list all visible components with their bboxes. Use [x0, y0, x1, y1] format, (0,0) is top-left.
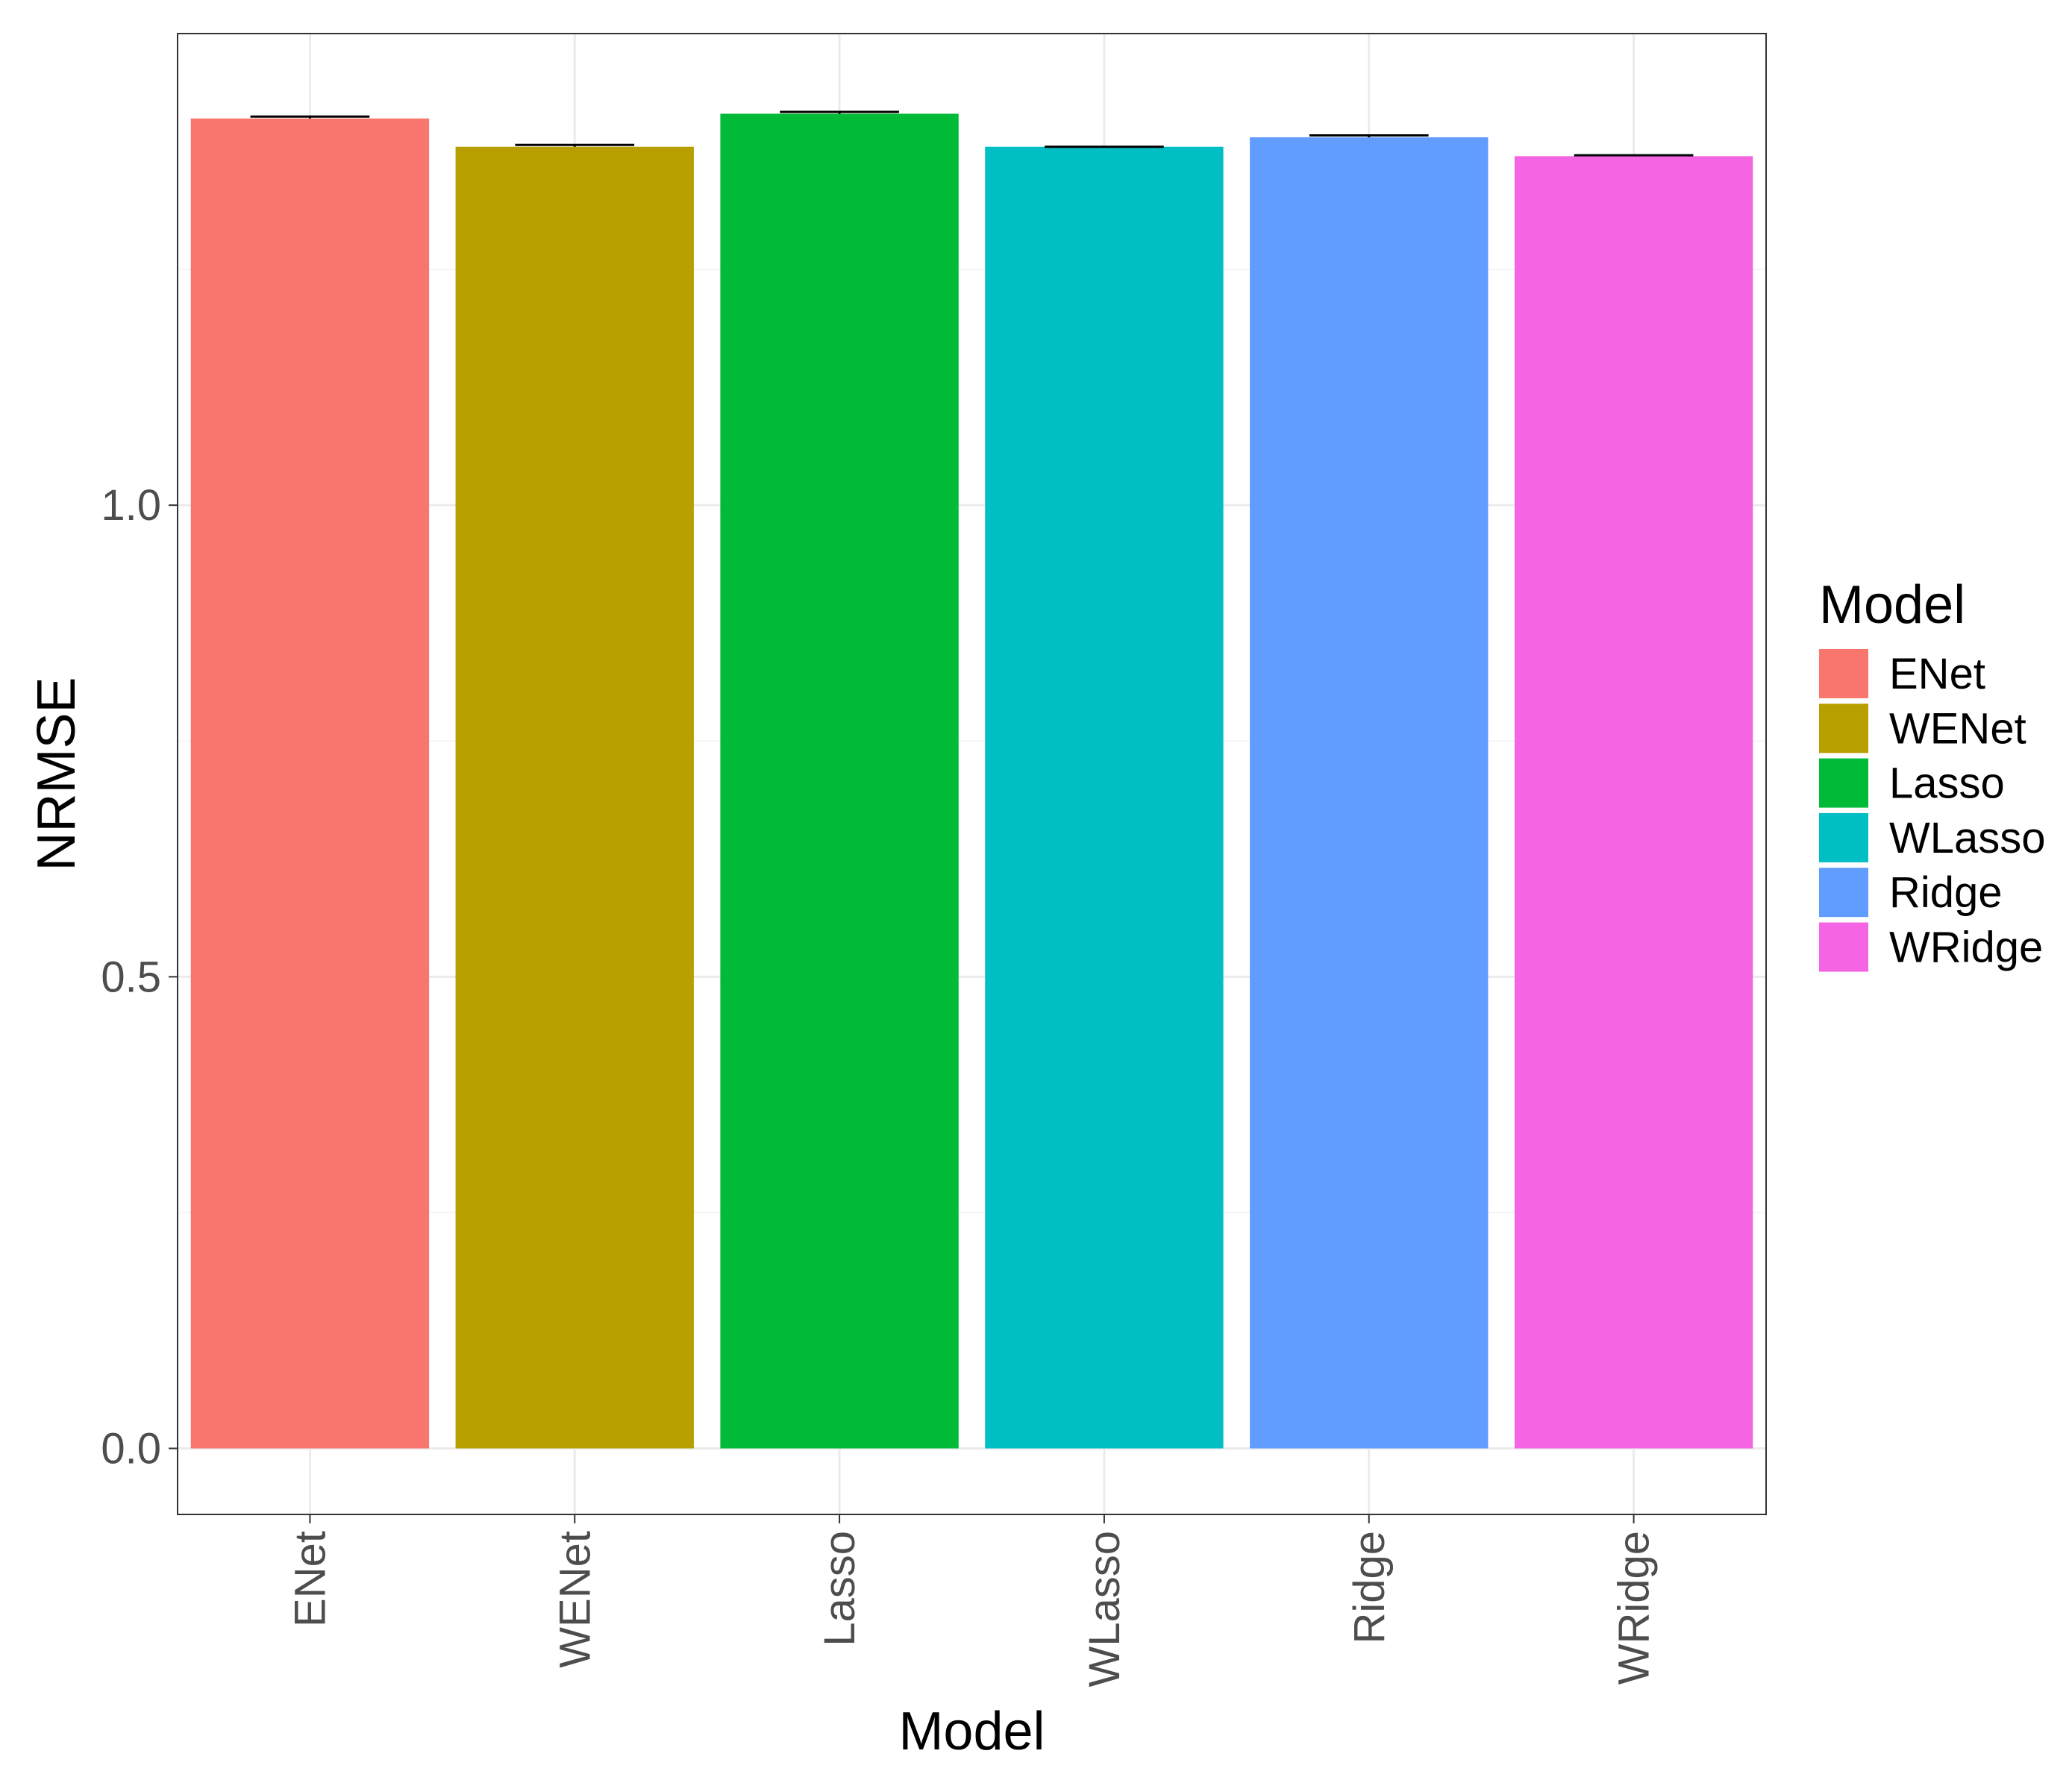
x-axis-title: Model: [898, 1702, 1045, 1761]
legend-key-wridge: [1819, 922, 1868, 972]
x-axis: ENet WENet Lasso WLasso Ridge WRidge: [286, 1514, 1659, 1688]
x-tick-label: WENet: [551, 1531, 599, 1668]
legend-key-lasso: [1819, 758, 1868, 808]
legend-label: Ridge: [1889, 868, 2003, 917]
x-tick-label: WLasso: [1080, 1531, 1129, 1688]
bar-ridge: [1250, 137, 1489, 1449]
x-tick-label: WRidge: [1610, 1531, 1659, 1685]
panel-border: [177, 33, 1767, 1515]
y-tick-label: 0.5: [101, 953, 161, 1001]
y-axis: 0.0 0.5 1.0: [101, 481, 178, 1473]
legend-title: Model: [1819, 575, 1965, 635]
x-tick-label: Ridge: [1345, 1531, 1394, 1644]
legend-label: WENet: [1889, 704, 2026, 753]
legend-label: WRidge: [1889, 924, 2043, 972]
bars: [190, 113, 1753, 1449]
legend: Model ENet WENet Lasso WLasso Ridge WRidge: [1819, 575, 2046, 972]
legend-label: ENet: [1889, 650, 1985, 698]
bar-wridge: [1514, 156, 1753, 1449]
legend-label: Lasso: [1889, 759, 2005, 808]
x-tick-label: Lasso: [816, 1531, 864, 1646]
y-tick-label: 0.0: [101, 1424, 161, 1473]
legend-label: WLasso: [1889, 814, 2046, 862]
x-tick-label: ENet: [286, 1531, 334, 1627]
legend-key-wenet: [1819, 704, 1868, 753]
bar-enet: [190, 118, 430, 1449]
error-bars: [250, 110, 1694, 157]
y-tick-label: 1.0: [101, 481, 161, 530]
bar-wenet: [455, 146, 694, 1449]
bar-wlasso: [985, 146, 1224, 1449]
legend-key-ridge: [1819, 868, 1868, 918]
y-axis-title: NRMSE: [27, 677, 87, 871]
legend-key-wlasso: [1819, 812, 1868, 862]
bar-lasso: [720, 113, 959, 1449]
legend-key-enet: [1819, 649, 1868, 698]
